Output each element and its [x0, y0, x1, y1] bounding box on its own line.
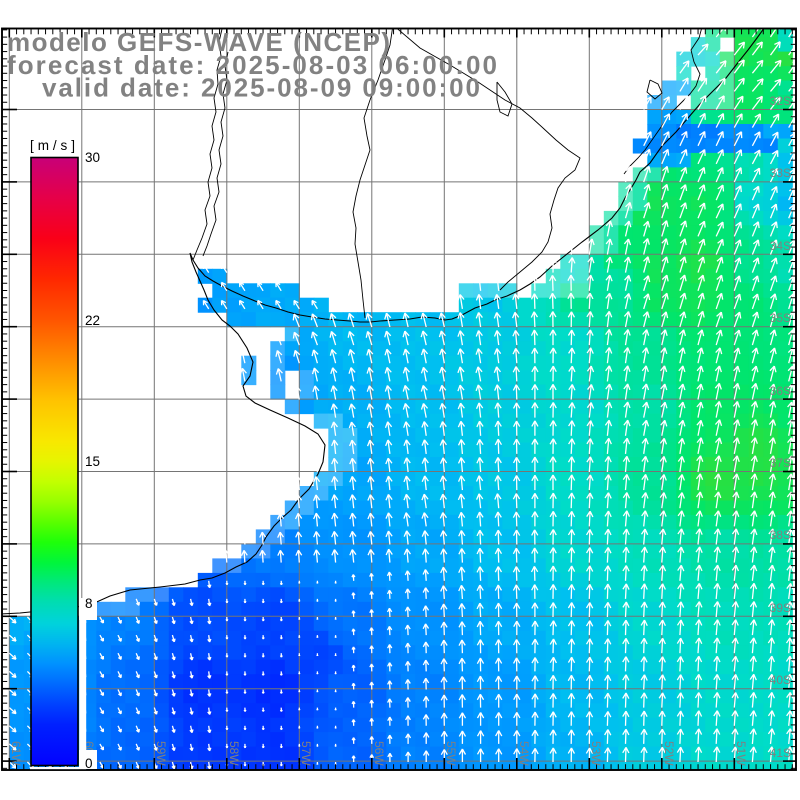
svg-text:61W: 61W	[9, 741, 23, 766]
svg-text:53W: 53W	[589, 741, 603, 766]
svg-text:8: 8	[85, 596, 93, 611]
svg-text:32S: 32S	[770, 94, 791, 108]
svg-text:51W: 51W	[734, 741, 748, 766]
svg-text:56W: 56W	[372, 741, 386, 766]
svg-text:modelo GEFS-WAVE (NCEP): modelo GEFS-WAVE (NCEP)	[7, 27, 390, 57]
svg-text:forecast date: 2025-08-03 06:0: forecast date: 2025-08-03 06:00:00	[7, 50, 497, 80]
svg-text:37S: 37S	[770, 456, 791, 470]
svg-text:22: 22	[85, 313, 100, 328]
svg-text:55W: 55W	[444, 741, 458, 766]
svg-text:41S: 41S	[770, 746, 791, 760]
svg-text:57W: 57W	[299, 741, 313, 766]
svg-text:52W: 52W	[662, 741, 676, 766]
svg-text:38S: 38S	[770, 528, 791, 542]
svg-text:30: 30	[85, 150, 100, 165]
svg-text:58W: 58W	[227, 741, 241, 766]
svg-text:valid date: 2025-08-09 09:00:0: valid date: 2025-08-09 09:00:00	[42, 73, 480, 103]
svg-text:35S: 35S	[770, 311, 791, 325]
svg-text:[m/s]: [m/s]	[30, 138, 75, 153]
svg-text:36S: 36S	[770, 384, 791, 398]
svg-text:33S: 33S	[770, 166, 791, 180]
svg-text:15: 15	[85, 454, 100, 469]
svg-text:59W: 59W	[154, 741, 168, 766]
svg-text:54W: 54W	[517, 741, 531, 766]
svg-text:34S: 34S	[770, 239, 791, 253]
svg-text:39S: 39S	[770, 601, 791, 615]
svg-text:40S: 40S	[770, 673, 791, 687]
svg-text:0: 0	[85, 756, 93, 771]
